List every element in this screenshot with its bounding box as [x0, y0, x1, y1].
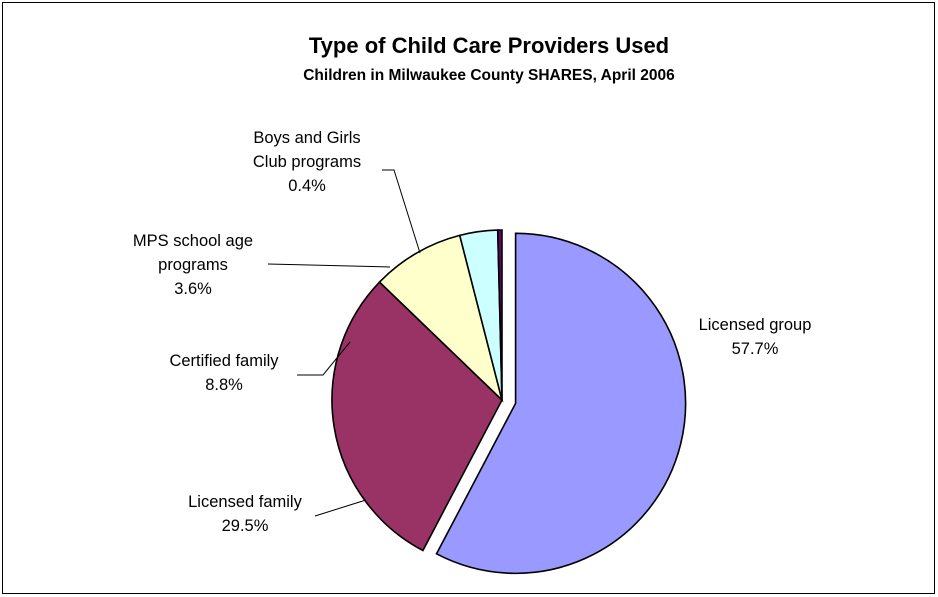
- slice-label: Boys and Girls Club programs 0.4%: [253, 129, 361, 195]
- leader-line: [382, 169, 421, 254]
- leader-line: [314, 499, 367, 517]
- slice-label: MPS school age programs 3.6%: [133, 232, 253, 298]
- pie-slices: [331, 229, 687, 575]
- slice-label: Certified family 8.8%: [169, 352, 279, 394]
- slice-label: Licensed group 57.7%: [699, 316, 812, 358]
- pie-slice-boys-and-girls-club-programs: [496, 229, 503, 401]
- pie-slice-licensed-group: [435, 232, 687, 575]
- slice-labels: Licensed group 57.7% Licensed family 29.5% C…: [133, 129, 812, 535]
- chart-subtitle: Children in Milwaukee County SHARES, Apr…: [303, 67, 675, 84]
- leader-line: [297, 341, 351, 376]
- slice-label: Licensed family 29.5%: [188, 493, 302, 535]
- pie-slice-licensed-family: [331, 280, 503, 552]
- leader-line: [267, 263, 391, 268]
- pie-slice-certified-family: [378, 234, 504, 403]
- chart-title: Type of Child Care Providers Used: [309, 33, 669, 58]
